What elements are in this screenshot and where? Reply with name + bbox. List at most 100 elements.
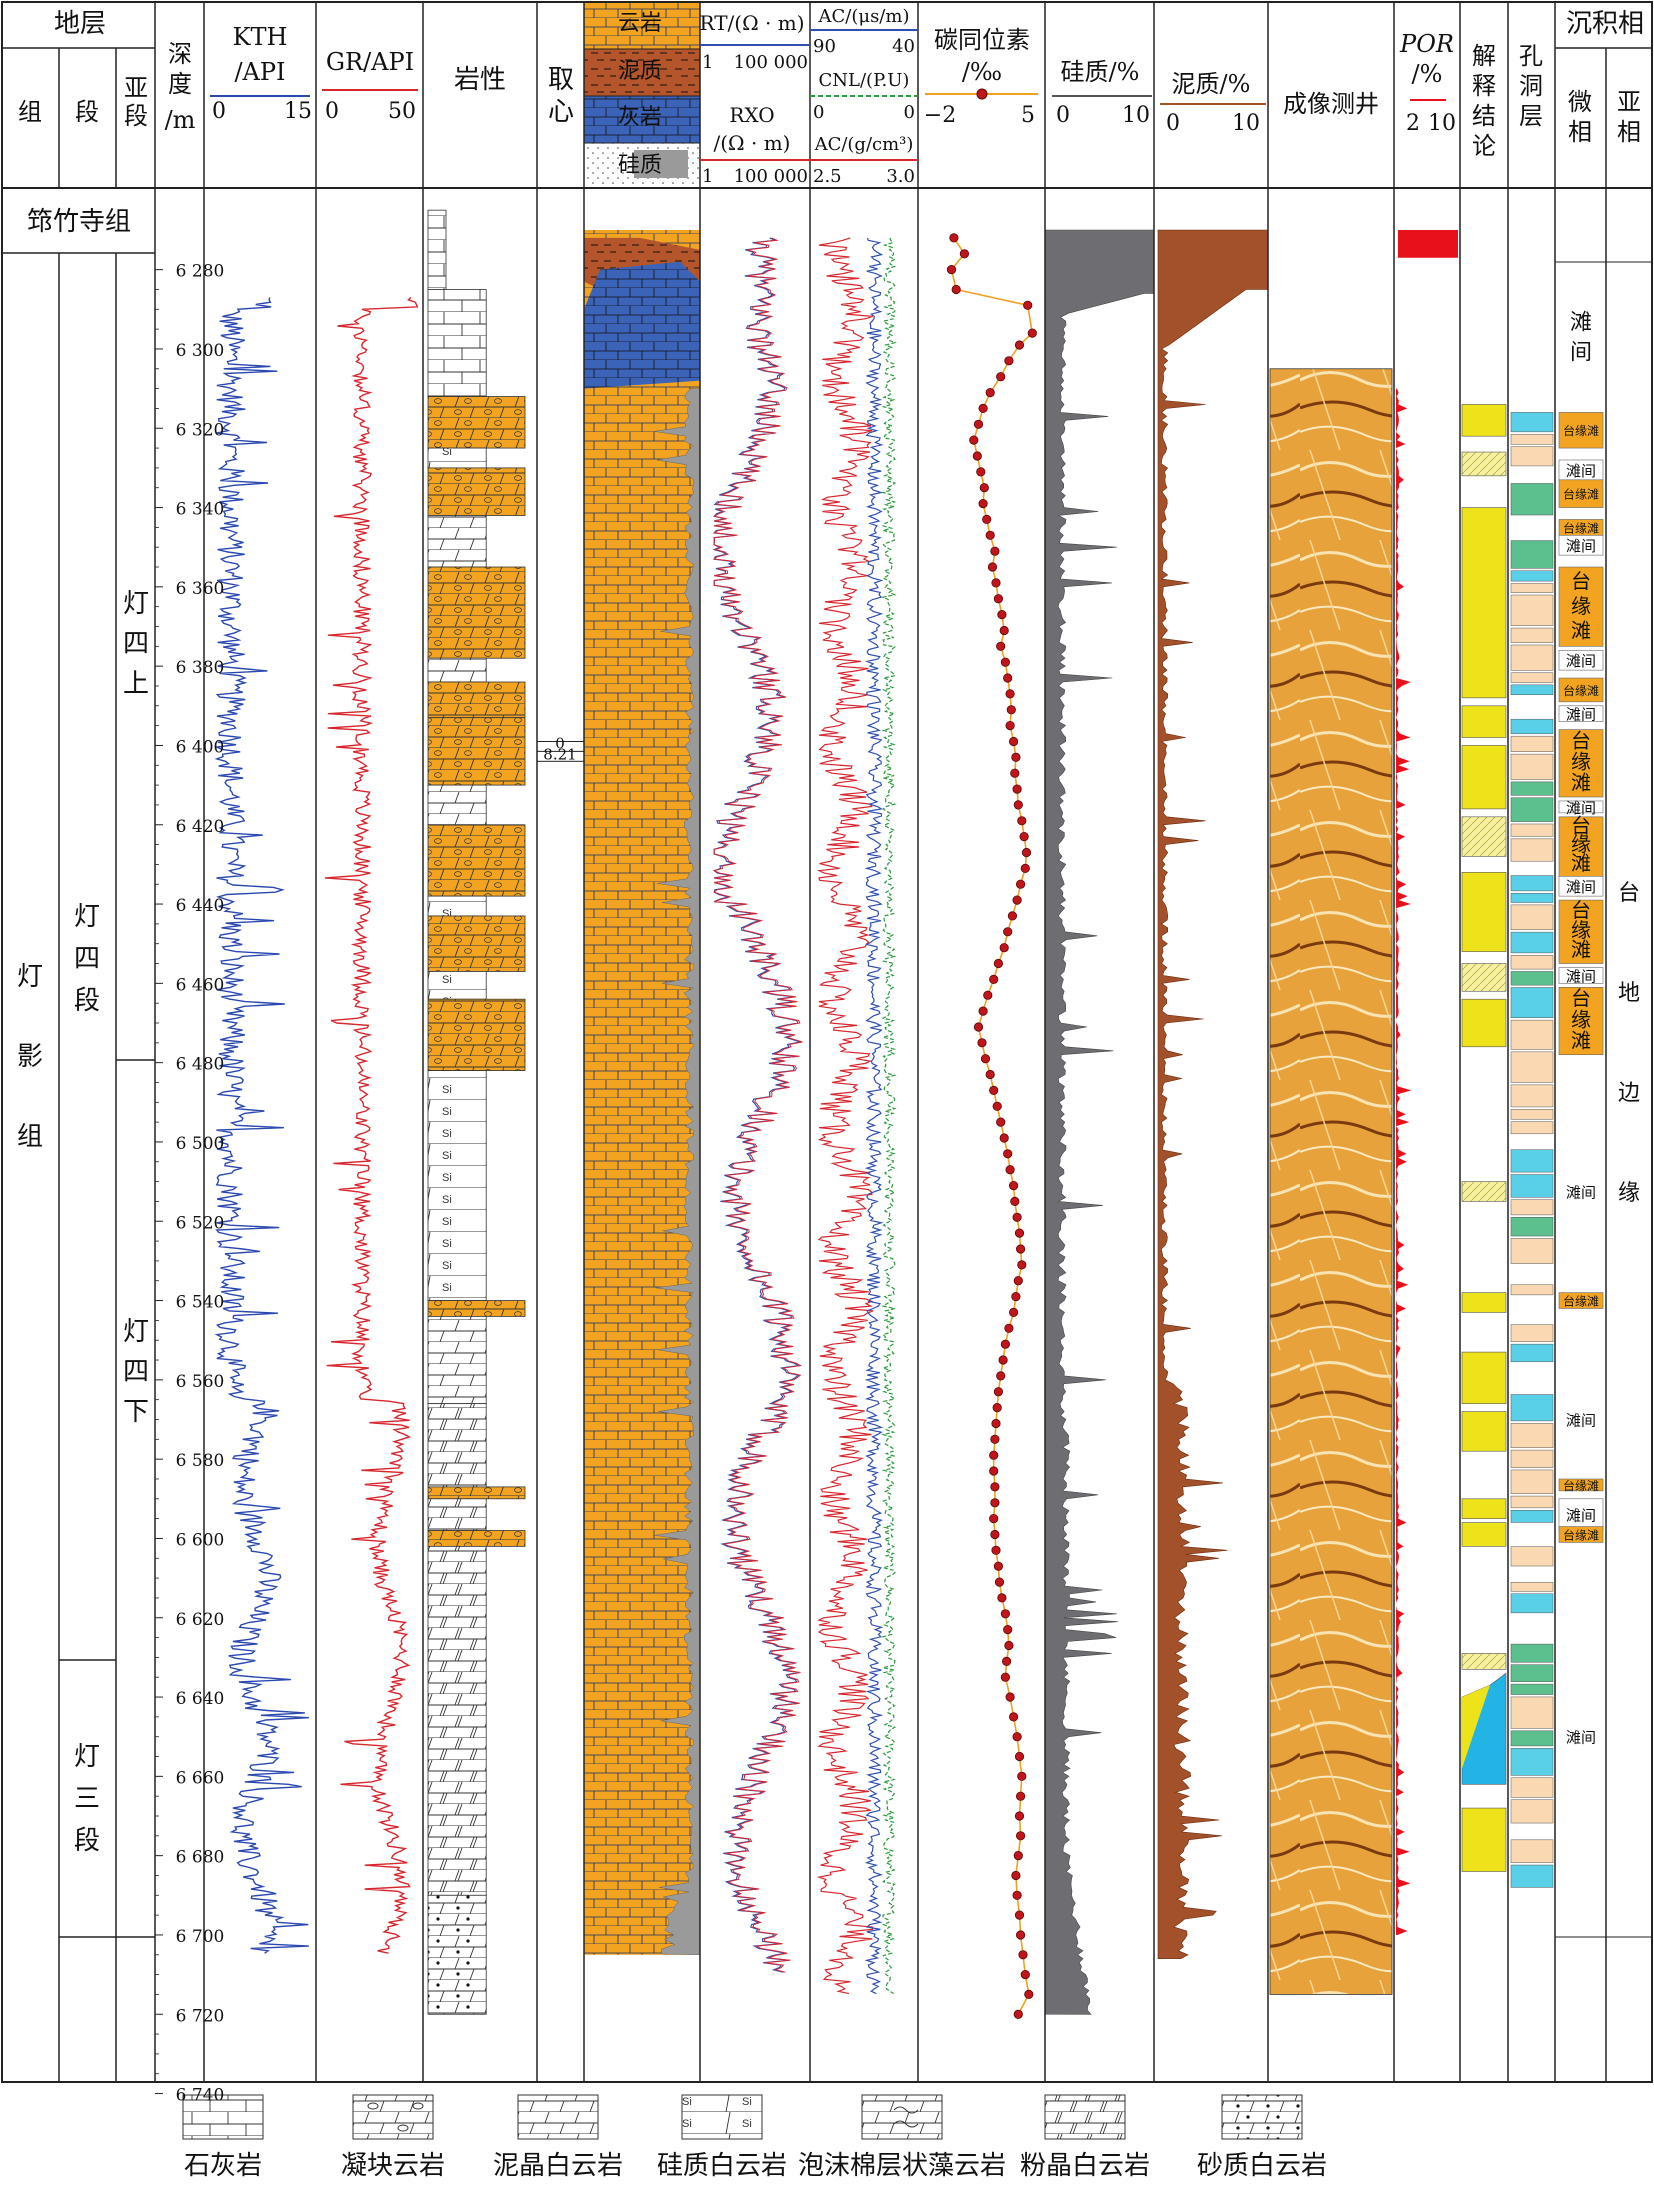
- carbon-point: [1015, 1831, 1026, 1841]
- carbon-point: [997, 1593, 1007, 1603]
- por-fill: [1396, 388, 1412, 1936]
- carbon-point: [1005, 720, 1015, 731]
- vug-bed: [1510, 1696, 1554, 1729]
- carbon-point: [1006, 705, 1016, 715]
- comp-limestone-fill: [584, 261, 700, 389]
- svg-text:台: 台: [1571, 898, 1591, 922]
- comp-legend-box: [583, 1, 701, 50]
- svg-text:相: 相: [1568, 118, 1592, 146]
- kth-curve: [214, 297, 309, 1954]
- interp-bed: [1461, 1411, 1507, 1452]
- ac2-min: 2.5: [813, 166, 842, 187]
- carbon-point: [990, 546, 1000, 556]
- group-label: 灯影组: [17, 962, 43, 1152]
- carbon-point: [1003, 1625, 1013, 1635]
- svg-text:缘: 缘: [1571, 594, 1591, 618]
- sub-lower-label: 灯四下: [123, 1317, 149, 1427]
- carbon-point: [1024, 1989, 1034, 2000]
- cnl-title: CNL/(P.U): [819, 70, 910, 91]
- vug-bed: [1510, 823, 1554, 837]
- interp-bed: [1461, 507, 1507, 699]
- comp-legend-box: [583, 95, 701, 144]
- svg-text:深: 深: [168, 40, 192, 68]
- rt-max: 100 000: [734, 52, 808, 73]
- interp-bed: [1461, 872, 1507, 952]
- carbon-point: [992, 1403, 1002, 1413]
- por-title: POR: [1399, 30, 1454, 58]
- svg-text:台: 台: [1571, 729, 1591, 753]
- vug-bed: [1510, 583, 1554, 593]
- svg-text:滩: 滩: [1571, 938, 1591, 962]
- depth-tick-label: 6 520: [176, 1213, 225, 1233]
- carbon-point: [1000, 1339, 1011, 1349]
- svg-text:四: 四: [123, 1357, 149, 1387]
- vug-bed: [1510, 1509, 1554, 1523]
- carbon-point: [1011, 752, 1021, 762]
- microfacies-label: 滩间: [1566, 1412, 1596, 1430]
- por-min: 2: [1406, 111, 1420, 136]
- svg-text:滩: 滩: [1571, 771, 1591, 795]
- sub-upper-label: 灯四上: [123, 589, 149, 699]
- carbon-point: [1007, 911, 1018, 921]
- mud-title: 泥质/%: [1172, 70, 1251, 98]
- microfacies-box: [1558, 1498, 1604, 1531]
- microfacies-label: 间: [1570, 340, 1592, 365]
- interp-bed: [1461, 451, 1507, 477]
- vug-bed: [1510, 627, 1554, 643]
- depth-tick-label: 6 360: [176, 579, 225, 599]
- microfacies-box: [1558, 649, 1604, 671]
- vug-bed: [1510, 644, 1554, 671]
- vug-bed: [1510, 1394, 1554, 1422]
- vug-bed: [1510, 1174, 1554, 1198]
- silica-fill: [1044, 229, 1155, 2015]
- svg-text:影: 影: [17, 1042, 43, 1072]
- microfacies-box: [1558, 412, 1604, 449]
- carbon-point: [977, 1038, 987, 1048]
- carbon-point: [1023, 300, 1033, 310]
- carbon-point: [990, 1529, 1000, 1540]
- lithology-bed: [427, 1070, 487, 1301]
- carbon-point: [997, 609, 1007, 620]
- legend-swatch: [182, 2094, 264, 2140]
- carbon-point: [991, 1418, 1001, 1429]
- carbon-point: [1003, 673, 1013, 683]
- depth-unit: /m: [165, 106, 196, 134]
- cnl-curve: [880, 237, 897, 1995]
- carbon-point: [989, 1450, 999, 1460]
- silica-title: 硅质/%: [1061, 58, 1140, 86]
- vug-title: 孔洞层: [1519, 42, 1543, 130]
- svg-text:结: 结: [1472, 102, 1496, 130]
- lithology-bed: [427, 824, 526, 897]
- lithology-bed: [427, 1300, 526, 1317]
- carbon-point: [1015, 1791, 1026, 1801]
- carbon-point: [996, 1371, 1006, 1381]
- carbon-point: [998, 1355, 1008, 1365]
- member4-label: 灯四段: [74, 902, 100, 1016]
- carbon-point: [991, 1545, 1001, 1555]
- carbon-point: [1013, 1851, 1023, 1861]
- microfacies-label: 滩间: [1566, 462, 1596, 480]
- carbon-point: [978, 1006, 988, 1016]
- svg-text:灯: 灯: [74, 902, 100, 932]
- carbon-point: [1003, 927, 1013, 937]
- por-unit: /%: [1412, 60, 1443, 88]
- vug-bed: [1510, 1051, 1554, 1083]
- depth-title: 深度: [168, 40, 192, 98]
- carbon-point: [1012, 1732, 1022, 1742]
- interp-bed: [1461, 745, 1507, 810]
- svg-text:四: 四: [123, 629, 149, 659]
- carbon-point: [994, 1577, 1005, 1587]
- rt-min: 1: [702, 52, 713, 73]
- vug-bed: [1510, 1777, 1554, 1798]
- svg-text:滩: 滩: [1571, 1028, 1591, 1052]
- carbon-point: [1008, 1181, 1019, 1191]
- carbon-point: [985, 1069, 995, 1080]
- carbon-point: [1004, 356, 1014, 366]
- svg-text:相: 相: [1617, 118, 1641, 146]
- microfacies-box: [1558, 677, 1604, 703]
- carbon-point: [989, 1466, 999, 1476]
- vug-bed: [1510, 1839, 1554, 1863]
